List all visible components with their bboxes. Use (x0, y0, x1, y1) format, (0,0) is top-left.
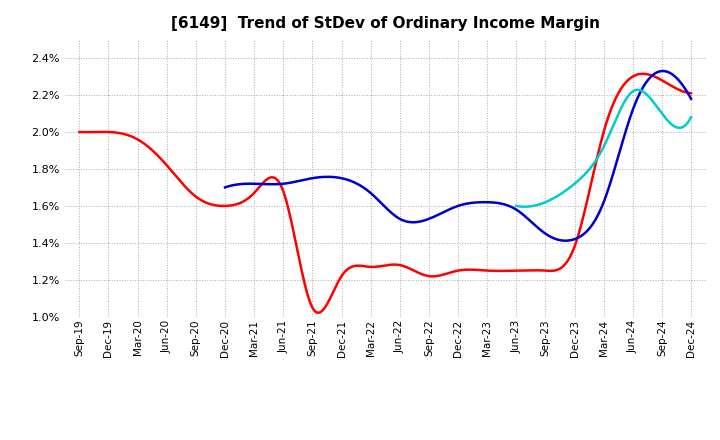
5 Years (687, 96, 696, 101)
3 Years (75, 129, 84, 135)
5 Years (562, 238, 570, 243)
3 Years (148, 148, 157, 154)
3 Years (274, 179, 283, 184)
Line: 7 Years: 7 Years (516, 90, 691, 207)
Line: 3 Years: 3 Years (79, 74, 691, 313)
5 Years (557, 238, 566, 243)
3 Years (462, 267, 470, 272)
7 Years (687, 114, 696, 120)
3 Years (521, 268, 530, 273)
5 Years (659, 68, 667, 73)
5 Years (372, 196, 381, 202)
7 Years (512, 203, 521, 209)
3 Years (319, 307, 328, 312)
3 Years (687, 91, 696, 96)
7 Years (534, 202, 542, 208)
7 Years (521, 204, 529, 209)
7 Years (634, 87, 642, 92)
5 Years (559, 238, 568, 243)
5 Years (220, 185, 229, 190)
5 Years (405, 220, 414, 225)
Line: 5 Years: 5 Years (225, 71, 691, 241)
Title: [6149]  Trend of StDev of Ordinary Income Margin: [6149] Trend of StDev of Ordinary Income… (171, 16, 600, 32)
5 Years (514, 208, 523, 213)
5 Years (276, 181, 285, 187)
3 Years (314, 310, 323, 315)
7 Years (570, 182, 578, 187)
7 Years (640, 90, 649, 95)
3 Years (639, 71, 648, 77)
7 Years (639, 89, 647, 95)
3 Years (518, 268, 527, 273)
7 Years (622, 95, 631, 101)
7 Years (582, 171, 590, 176)
